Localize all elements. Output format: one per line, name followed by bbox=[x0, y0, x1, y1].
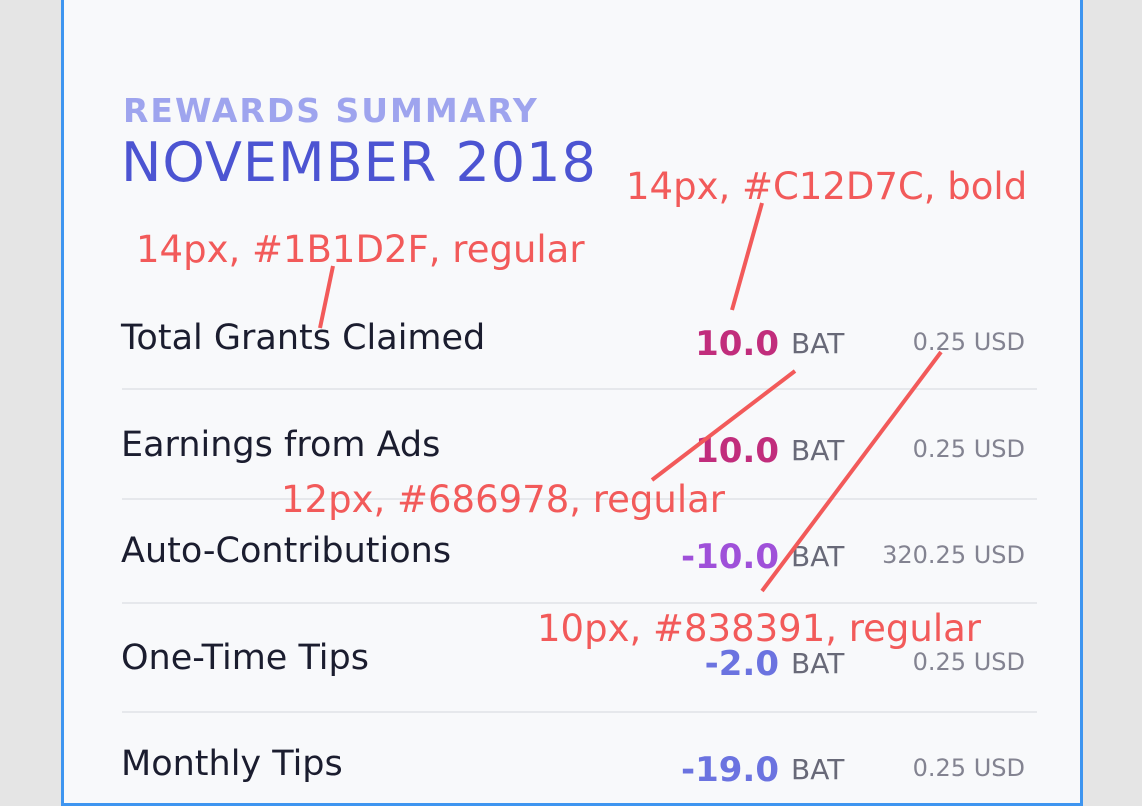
annotation-label-spec: 14px, #1B1D2F, regular bbox=[136, 230, 585, 270]
row-usd-value: 0.25 USD bbox=[913, 433, 1025, 465]
row-usd-value: 0.25 USD bbox=[913, 752, 1025, 784]
row-divider bbox=[122, 711, 1037, 713]
summary-row-grants: Total Grants Claimed 10.0 BAT 0.25 USD bbox=[121, 304, 1037, 364]
row-label: Earnings from Ads bbox=[121, 425, 440, 465]
summary-row-monthly-tips: Monthly Tips -19.0 BAT 0.25 USD bbox=[121, 730, 1037, 790]
row-label: One-Time Tips bbox=[121, 638, 369, 678]
row-label: Monthly Tips bbox=[121, 744, 343, 784]
row-label: Auto-Contributions bbox=[121, 531, 451, 571]
row-bat-amount: 10.0 bbox=[695, 324, 779, 364]
row-bat-unit: BAT bbox=[791, 431, 844, 471]
row-bat-unit: BAT bbox=[791, 750, 844, 790]
row-divider bbox=[122, 388, 1037, 390]
row-bat-amount: 10.0 bbox=[695, 431, 779, 471]
row-bat-amount: -10.0 bbox=[681, 537, 779, 577]
row-usd-value: 0.25 USD bbox=[913, 646, 1025, 678]
row-bat-amount: -19.0 bbox=[681, 750, 779, 790]
summary-row-auto-contributions: Auto-Contributions -10.0 BAT 320.25 USD bbox=[121, 517, 1037, 577]
annotation-usd-spec: 10px, #838391, regular bbox=[537, 609, 981, 649]
row-bat-amount: -2.0 bbox=[705, 644, 779, 684]
row-divider bbox=[122, 602, 1037, 604]
annotation-unit-spec: 12px, #686978, regular bbox=[281, 480, 725, 520]
row-usd-value: 320.25 USD bbox=[882, 539, 1025, 571]
row-bat-unit: BAT bbox=[791, 644, 844, 684]
summary-row-ads: Earnings from Ads 10.0 BAT 0.25 USD bbox=[121, 411, 1037, 471]
summary-month-title: NOVEMBER 2018 bbox=[121, 133, 597, 193]
annotation-amount-spec: 14px, #C12D7C, bold bbox=[626, 167, 1027, 207]
row-label: Total Grants Claimed bbox=[121, 318, 485, 358]
summary-subtitle: REWARDS SUMMARY bbox=[123, 93, 539, 129]
row-bat-unit: BAT bbox=[791, 324, 844, 364]
row-bat-unit: BAT bbox=[791, 537, 844, 577]
row-usd-value: 0.25 USD bbox=[913, 326, 1025, 358]
